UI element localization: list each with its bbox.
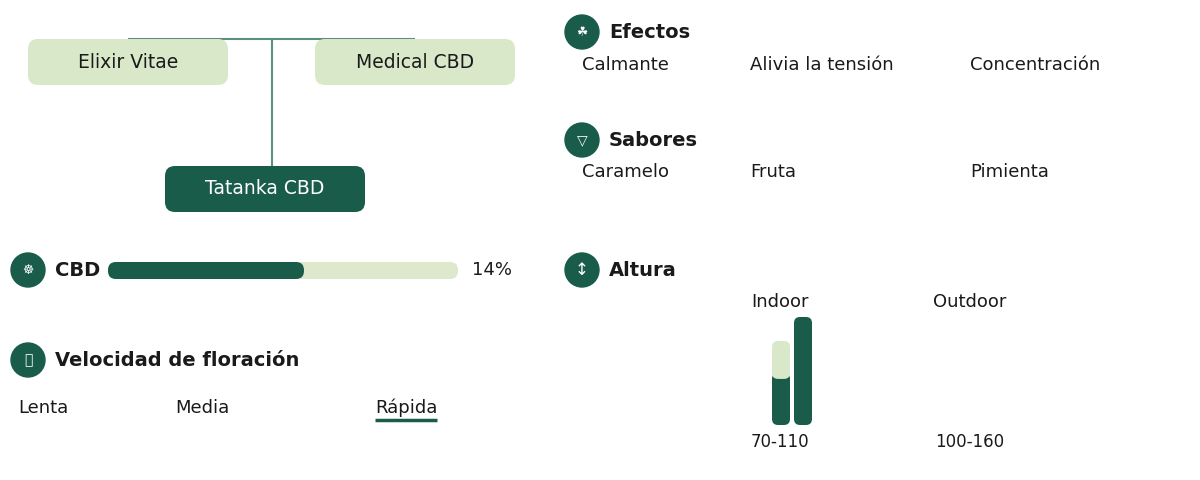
FancyBboxPatch shape [166,166,365,212]
Text: Altura: Altura [610,261,677,279]
Text: Sabores: Sabores [610,131,698,149]
Text: ▽: ▽ [577,133,587,147]
FancyBboxPatch shape [108,262,458,279]
Text: ⧖: ⧖ [24,353,32,367]
Circle shape [565,123,599,157]
Text: Caramelo: Caramelo [582,163,670,181]
Text: Pimienta: Pimienta [970,163,1049,181]
Text: Outdoor: Outdoor [934,293,1007,311]
Text: Lenta: Lenta [18,399,68,417]
Text: Elixir Vitae: Elixir Vitae [78,52,178,72]
Text: 70-110: 70-110 [751,433,809,451]
Text: Tatanka CBD: Tatanka CBD [205,180,325,199]
Text: CBD: CBD [55,261,101,279]
Text: Calmante: Calmante [582,56,668,74]
Text: Rápida: Rápida [374,399,437,417]
Circle shape [11,253,46,287]
Text: Alivia la tensión: Alivia la tensión [750,56,894,74]
Text: 100-160: 100-160 [936,433,1004,451]
Circle shape [11,343,46,377]
Text: Media: Media [175,399,229,417]
FancyBboxPatch shape [794,317,812,425]
FancyBboxPatch shape [772,341,790,379]
Circle shape [565,15,599,49]
Text: Velocidad de floración: Velocidad de floración [55,350,299,370]
Text: 14%: 14% [472,261,512,279]
FancyBboxPatch shape [314,39,515,85]
Text: ☘: ☘ [576,25,588,38]
FancyBboxPatch shape [772,373,790,425]
Text: Indoor: Indoor [751,293,809,311]
Text: Efectos: Efectos [610,23,690,41]
Text: ☸: ☸ [23,264,34,276]
FancyBboxPatch shape [28,39,228,85]
Text: Fruta: Fruta [750,163,796,181]
Circle shape [565,253,599,287]
Text: Medical CBD: Medical CBD [356,52,474,72]
Text: ↕: ↕ [575,261,589,279]
Text: Concentración: Concentración [970,56,1100,74]
FancyBboxPatch shape [108,262,304,279]
